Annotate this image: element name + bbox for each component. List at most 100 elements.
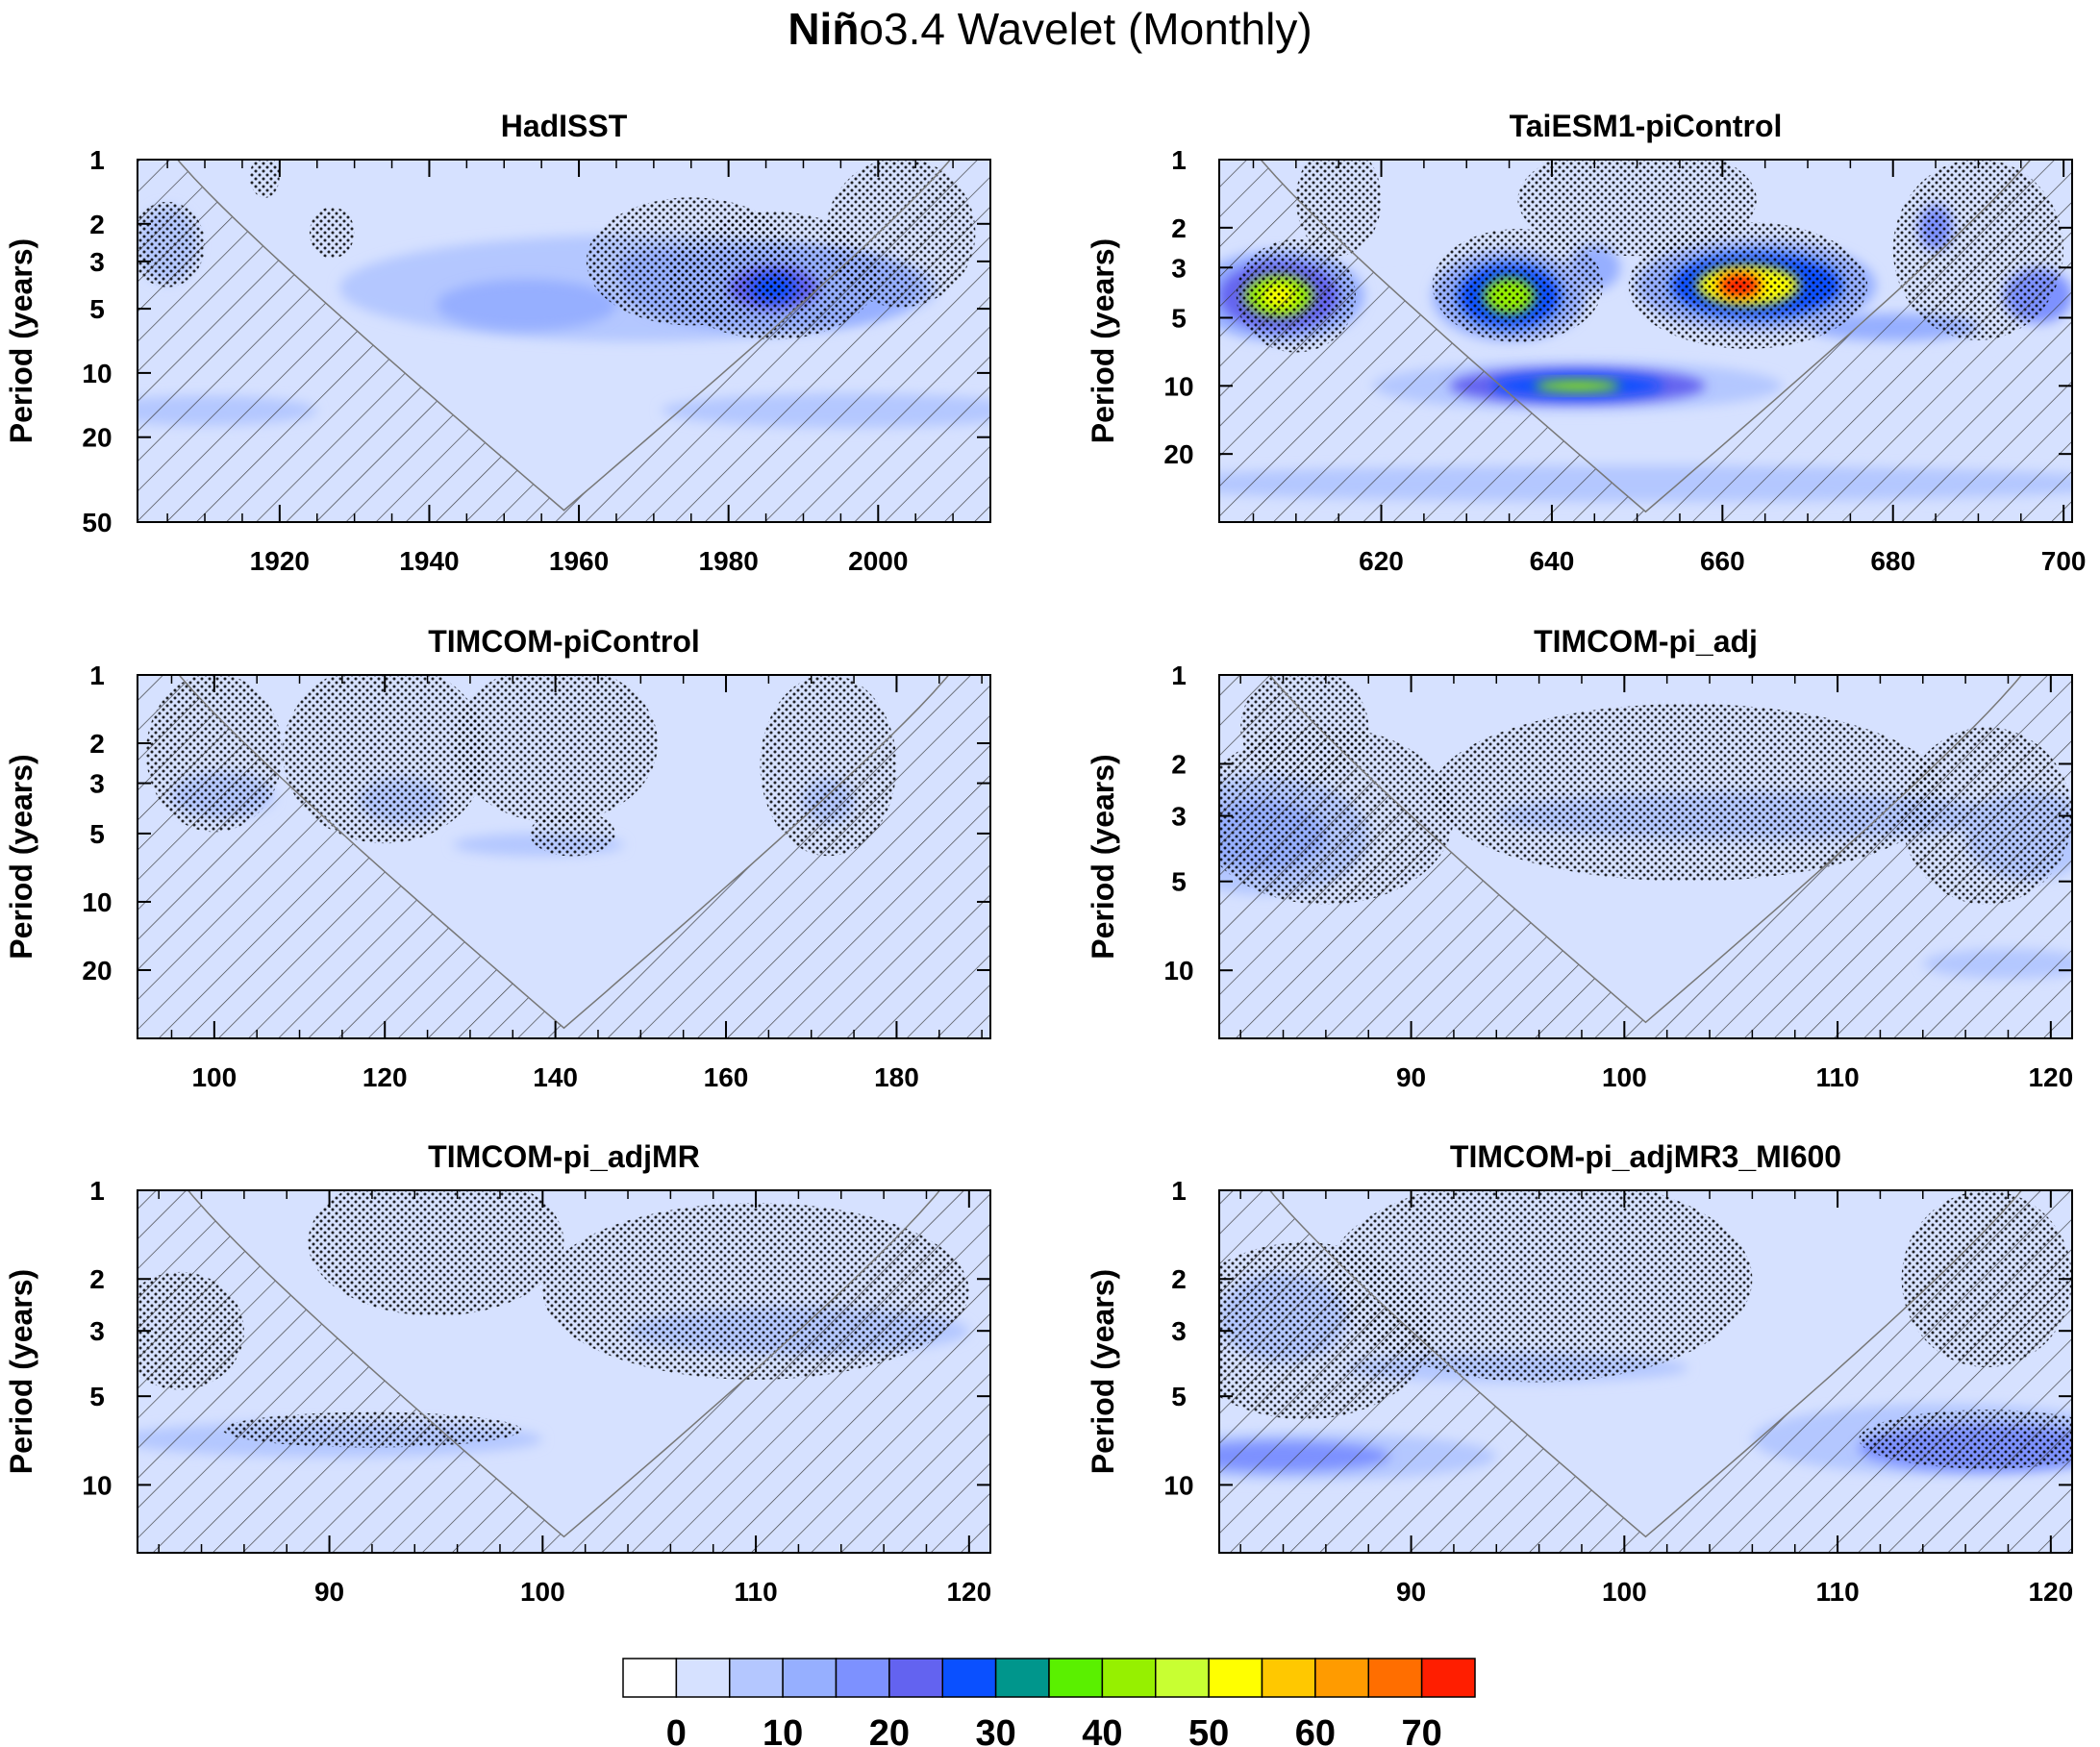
- y-tick-label: 1: [89, 661, 105, 690]
- significance-stipple: [530, 811, 615, 857]
- panel-3: TIMCOM-piControl Period (years) 1 2 3 5 10 20 10…: [4, 624, 991, 1092]
- y-tick-label: 5: [89, 819, 105, 849]
- significance-stipple: [1432, 229, 1604, 342]
- y-tick-label: 10: [82, 1470, 112, 1500]
- x-tick-label: 180: [874, 1062, 919, 1092]
- y-tick-label: 20: [1163, 439, 1193, 469]
- x-tick-label: 110: [1815, 1577, 1859, 1607]
- y-tick-label: 3: [1171, 1316, 1187, 1346]
- panel-title: HadISST: [501, 109, 628, 143]
- y-tick-label: 3: [89, 769, 105, 799]
- colorbar-label: 50: [1188, 1713, 1229, 1747]
- y-tick-label: 3: [1171, 253, 1187, 283]
- x-tick-label: 640: [1530, 546, 1575, 576]
- y-axis-label: Period (years): [4, 1269, 38, 1474]
- colorbar-box: [1420, 1658, 1476, 1698]
- y-tick-label: 10: [1163, 371, 1193, 401]
- significance-stipple: [1628, 222, 1868, 349]
- y-tick-label: 1: [89, 145, 105, 175]
- x-tick-label: 160: [704, 1062, 749, 1092]
- x-tick-label: 2000: [848, 546, 908, 576]
- y-tick-label: 3: [89, 1316, 105, 1346]
- cone-of-influence: [138, 160, 990, 522]
- colorbar-box: [622, 1658, 678, 1698]
- cone-of-influence: [1219, 1190, 2072, 1553]
- colorbar-label: 60: [1295, 1713, 1336, 1747]
- colorbar-label: 10: [762, 1713, 803, 1747]
- y-tick-label: 10: [82, 359, 112, 388]
- panel-title: TIMCOM-pi_adjMR3_MI600: [1450, 1139, 1841, 1174]
- significance-stipple: [453, 675, 659, 823]
- y-tick-label: 5: [89, 294, 105, 324]
- y-tick-label: 1: [89, 1176, 105, 1206]
- colorbar-box: [835, 1658, 890, 1698]
- x-tick-label: 1980: [699, 546, 759, 576]
- significance-stipple: [1517, 160, 1757, 257]
- y-tick-label: 2: [89, 1264, 105, 1294]
- x-tick-label: 140: [533, 1062, 578, 1092]
- figure-title-rest: o3.4 Wavelet (Monthly): [859, 4, 1312, 54]
- colorbar-box: [675, 1658, 731, 1698]
- panel-1: HadISST Period (years) 1 2 3 5 10 20 50 1920 1940 1…: [4, 109, 991, 576]
- panel-2: TaiESM1-piControl Period (years) 1 2 3 5 10 20 6…: [1086, 109, 2086, 576]
- y-tick-label: 2: [1171, 1264, 1187, 1294]
- figure-title: Niño3.4 Wavelet (Monthly): [788, 4, 1312, 54]
- x-tick-label: 680: [1870, 546, 1915, 576]
- panel-frame: [1218, 674, 2073, 1039]
- panel-frame: [137, 1189, 991, 1554]
- y-tick-label: 20: [82, 423, 112, 453]
- panel-6: TIMCOM-pi_adjMR3_MI600 Period (years) 1 2 3 5…: [1086, 1139, 2073, 1607]
- panel-frame: [1218, 159, 2073, 523]
- x-tick-label: 620: [1359, 546, 1404, 576]
- y-tick-label: 2: [1171, 749, 1187, 779]
- y-tick-label: 10: [1163, 1470, 1193, 1500]
- x-tick-label: 110: [1815, 1062, 1859, 1092]
- panel-title: TIMCOM-pi_adjMR: [428, 1139, 700, 1174]
- panel-frame: [1218, 1189, 2073, 1554]
- y-tick-label: 2: [89, 729, 105, 759]
- y-axis-label: Period (years): [1086, 238, 1120, 443]
- power-contour: [1535, 380, 1620, 392]
- significance-stipple: [308, 1190, 564, 1316]
- colorbar-box: [782, 1658, 838, 1698]
- panel-5: TIMCOM-pi_adjMR Period (years) 1 2 3 5 10 90 100…: [4, 1139, 991, 1607]
- cone-of-influence: [1219, 675, 2072, 1038]
- y-axis-label: Period (years): [1086, 754, 1120, 959]
- colorbar-box: [1101, 1658, 1157, 1698]
- panel-frame: [137, 159, 991, 523]
- colorbar-label: 40: [1082, 1713, 1122, 1747]
- x-tick-label: 90: [1396, 1577, 1426, 1607]
- y-tick-label: 5: [1171, 303, 1187, 333]
- y-tick-label: 1: [1171, 661, 1187, 690]
- colorbar-box: [1208, 1658, 1263, 1698]
- x-tick-label: 1940: [399, 546, 459, 576]
- y-tick-label: 2: [89, 210, 105, 239]
- x-tick-label: 120: [362, 1062, 408, 1092]
- y-tick-label: 10: [82, 887, 112, 917]
- x-tick-label: 110: [734, 1577, 777, 1607]
- cone-of-influence: [1219, 160, 2072, 522]
- y-tick-label: 10: [1163, 956, 1193, 986]
- y-tick-label: 5: [1171, 867, 1187, 897]
- panel-title: TIMCOM-piControl: [428, 624, 700, 659]
- x-tick-label: 100: [1602, 1577, 1647, 1607]
- panels: HadISST Period (years) 1 2 3 5 10 20 50 1920 1940 1…: [4, 109, 2086, 1607]
- x-tick-label: 100: [520, 1577, 565, 1607]
- colorbar-label: 0: [666, 1713, 687, 1747]
- x-tick-label: 120: [946, 1577, 991, 1607]
- x-tick-label: 90: [1396, 1062, 1426, 1092]
- y-tick-label: 50: [82, 508, 112, 537]
- x-tick-label: 100: [1602, 1062, 1647, 1092]
- colorbar-box: [1155, 1658, 1210, 1698]
- significance-stipple: [1432, 704, 1944, 882]
- y-axis-label: Period (years): [1086, 1269, 1120, 1474]
- panel-title: TIMCOM-pi_adj: [1534, 624, 1758, 659]
- significance-stipple: [282, 675, 488, 844]
- y-tick-label: 3: [1171, 802, 1187, 832]
- colorbar-label: 30: [975, 1713, 1015, 1747]
- colorbar: 0 10 20 30 40 50 60 70: [622, 1658, 1476, 1747]
- colorbar-box: [729, 1658, 784, 1698]
- cone-of-influence: [138, 675, 990, 1038]
- y-tick-label: 2: [1171, 213, 1187, 243]
